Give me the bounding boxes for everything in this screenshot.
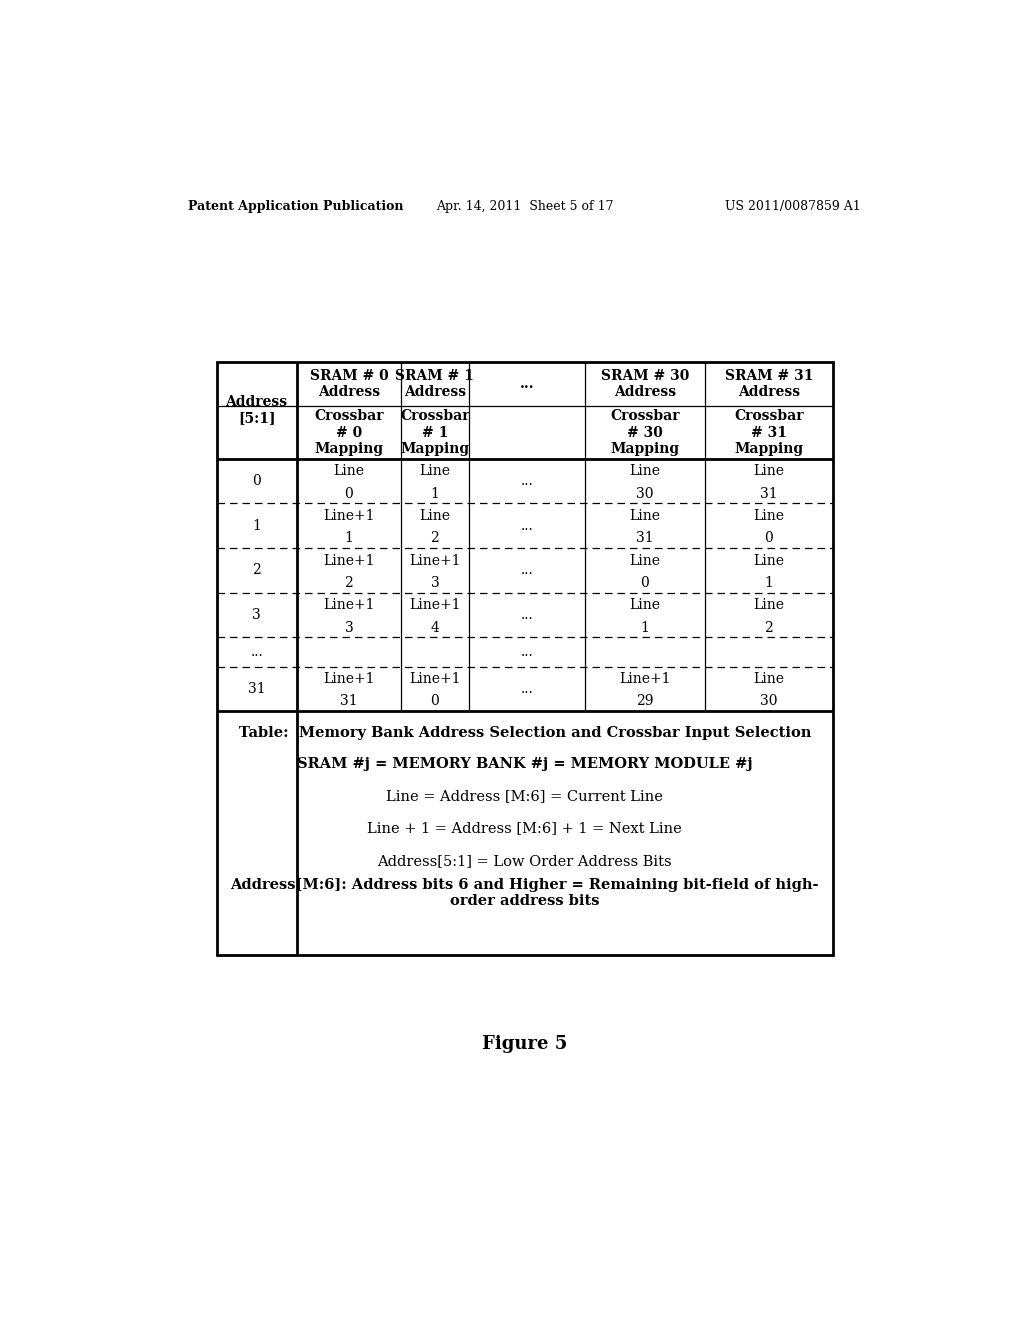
Text: Line+1: Line+1 bbox=[324, 510, 375, 523]
Text: 0: 0 bbox=[430, 694, 439, 709]
Text: 2: 2 bbox=[430, 531, 439, 545]
Text: Line: Line bbox=[420, 510, 451, 523]
Text: ...: ... bbox=[520, 378, 535, 391]
Text: Crossbar
# 0
Mapping: Crossbar # 0 Mapping bbox=[314, 409, 384, 455]
Text: Line: Line bbox=[630, 465, 660, 478]
Text: Crossbar
# 1
Mapping: Crossbar # 1 Mapping bbox=[400, 409, 470, 455]
Text: Line+1: Line+1 bbox=[324, 672, 375, 686]
Text: Crossbar
# 31
Mapping: Crossbar # 31 Mapping bbox=[734, 409, 804, 455]
Text: Address
[5:1]: Address [5:1] bbox=[225, 395, 288, 425]
Text: 31: 31 bbox=[636, 531, 653, 545]
Text: 2: 2 bbox=[765, 620, 773, 635]
Text: Apr. 14, 2011  Sheet 5 of 17: Apr. 14, 2011 Sheet 5 of 17 bbox=[436, 199, 613, 213]
Text: ...: ... bbox=[521, 682, 534, 696]
Text: Line+1: Line+1 bbox=[620, 672, 671, 686]
Text: Line: Line bbox=[420, 465, 451, 478]
Text: Address[5:1] = Low Order Address Bits: Address[5:1] = Low Order Address Bits bbox=[378, 854, 672, 867]
Text: 3: 3 bbox=[252, 609, 261, 622]
Text: 31: 31 bbox=[340, 694, 357, 709]
Text: SRAM # 1
Address: SRAM # 1 Address bbox=[395, 368, 474, 399]
Text: SRAM # 0
Address: SRAM # 0 Address bbox=[309, 368, 388, 399]
Text: 1: 1 bbox=[344, 531, 353, 545]
Text: Line = Address [M:6] = Current Line: Line = Address [M:6] = Current Line bbox=[386, 789, 664, 803]
Text: Line: Line bbox=[334, 465, 365, 478]
Text: 31: 31 bbox=[248, 682, 265, 696]
Text: ...: ... bbox=[250, 645, 263, 659]
Text: SRAM # 31
Address: SRAM # 31 Address bbox=[725, 368, 813, 399]
Text: 4: 4 bbox=[430, 620, 439, 635]
Text: Line+1: Line+1 bbox=[324, 598, 375, 612]
Text: 2: 2 bbox=[344, 576, 353, 590]
Text: Line: Line bbox=[630, 510, 660, 523]
Text: 1: 1 bbox=[252, 519, 261, 533]
Text: Line: Line bbox=[754, 553, 784, 568]
Text: 3: 3 bbox=[430, 576, 439, 590]
Text: Line+1: Line+1 bbox=[410, 598, 461, 612]
Text: 0: 0 bbox=[765, 531, 773, 545]
Text: 30: 30 bbox=[636, 487, 653, 500]
Text: 30: 30 bbox=[760, 694, 777, 709]
Text: Line: Line bbox=[754, 672, 784, 686]
Text: 0: 0 bbox=[344, 487, 353, 500]
Text: Table:  Memory Bank Address Selection and Crossbar Input Selection: Table: Memory Bank Address Selection and… bbox=[239, 726, 811, 739]
Text: 31: 31 bbox=[760, 487, 778, 500]
Text: Crossbar
# 30
Mapping: Crossbar # 30 Mapping bbox=[610, 409, 680, 455]
Text: Line: Line bbox=[754, 510, 784, 523]
Bar bbox=[217, 363, 834, 956]
Text: ...: ... bbox=[521, 519, 534, 533]
Text: Figure 5: Figure 5 bbox=[482, 1035, 567, 1053]
Text: Line+1: Line+1 bbox=[324, 553, 375, 568]
Text: 2: 2 bbox=[252, 564, 261, 577]
Text: 0: 0 bbox=[252, 474, 261, 488]
Text: Line: Line bbox=[630, 553, 660, 568]
Text: 1: 1 bbox=[765, 576, 773, 590]
Text: Line: Line bbox=[754, 465, 784, 478]
Text: 0: 0 bbox=[641, 576, 649, 590]
Text: Line + 1 = Address [M:6] + 1 = Next Line: Line + 1 = Address [M:6] + 1 = Next Line bbox=[368, 821, 682, 836]
Text: US 2011/0087859 A1: US 2011/0087859 A1 bbox=[725, 199, 861, 213]
Text: Line+1: Line+1 bbox=[410, 672, 461, 686]
Text: ...: ... bbox=[521, 564, 534, 577]
Text: SRAM # 30
Address: SRAM # 30 Address bbox=[601, 368, 689, 399]
Text: ...: ... bbox=[521, 609, 534, 622]
Text: 3: 3 bbox=[344, 620, 353, 635]
Text: Line+1: Line+1 bbox=[410, 553, 461, 568]
Text: 29: 29 bbox=[636, 694, 653, 709]
Text: Line: Line bbox=[754, 598, 784, 612]
Text: ...: ... bbox=[521, 474, 534, 488]
Text: Patent Application Publication: Patent Application Publication bbox=[188, 199, 403, 213]
Text: Address[M:6]: Address bits 6 and Higher = Remaining bit-field of high-
order add: Address[M:6]: Address bits 6 and Higher … bbox=[230, 878, 819, 908]
Text: 1: 1 bbox=[640, 620, 649, 635]
Text: 1: 1 bbox=[430, 487, 439, 500]
Text: Line: Line bbox=[630, 598, 660, 612]
Text: SRAM #j = MEMORY BANK #j = MEMORY MODULE #j: SRAM #j = MEMORY BANK #j = MEMORY MODULE… bbox=[297, 756, 753, 771]
Text: ...: ... bbox=[521, 645, 534, 659]
